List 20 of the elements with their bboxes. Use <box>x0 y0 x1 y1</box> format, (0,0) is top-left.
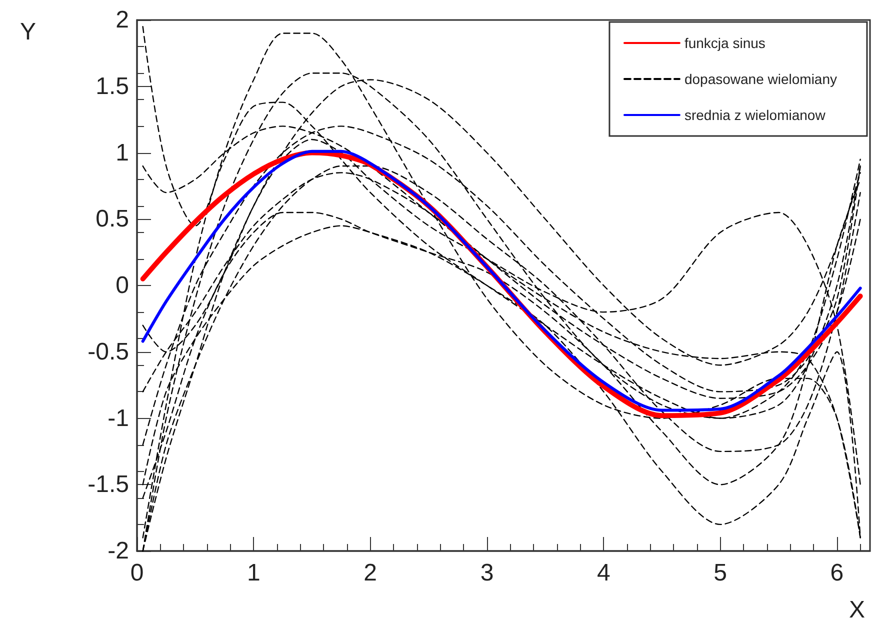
y-tick-label: -1.5 <box>88 471 129 498</box>
x-tick-label: 5 <box>714 560 727 586</box>
y-tick-label: -0.5 <box>88 338 129 366</box>
y-tick-label: 1 <box>116 139 129 166</box>
x-tick-label: 3 <box>480 560 494 586</box>
x-tick-label: 6 <box>830 560 844 586</box>
y-axis-title: Y <box>20 18 36 46</box>
y-tick-label: -2 <box>108 538 129 564</box>
y-tick-label: -1 <box>108 404 129 432</box>
legend-label: srednia z wielomianow <box>684 107 826 123</box>
y-tick-label: 1.5 <box>96 72 129 100</box>
y-tick-label: 0.5 <box>96 206 129 233</box>
legend-label: dopasowane wielomiany <box>684 71 838 87</box>
legend-label: funkcja sinus <box>684 35 766 51</box>
y-tick-label: 0 <box>116 272 129 299</box>
y-tick-label: 2 <box>116 6 129 34</box>
x-tick-label: 4 <box>596 560 610 586</box>
x-axis-title: X <box>848 596 866 624</box>
x-tick-label: 1 <box>246 560 260 586</box>
x-tick-label: 2 <box>364 560 378 586</box>
